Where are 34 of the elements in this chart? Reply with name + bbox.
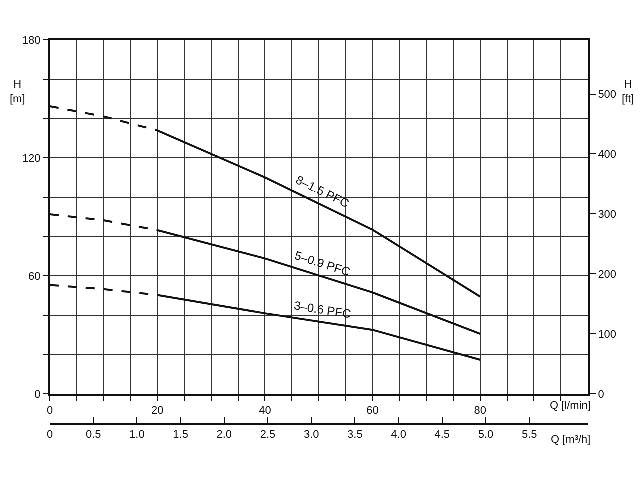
x2-axis-title: Q [m³/h] [551,434,591,446]
x2-tick-label: 5.0 [478,429,494,442]
x2-tick-label: 5.5 [522,429,538,442]
x2-tick-label: 4.0 [391,429,406,442]
x2-tick-label: 4.5 [434,429,450,442]
x2-tick-label: 3.5 [348,429,363,442]
text: 8–1.5 PFC [294,173,352,211]
y-tick-label: 60 [28,270,41,283]
x-tick-label: 40 [259,405,272,418]
text: 3–0.6 PFC [293,298,352,322]
y-tick-label: 180 [22,34,41,47]
y-tick-label: 120 [22,152,41,165]
x-tick-label: 60 [366,405,379,418]
y2-tick-label: 500 [598,89,617,102]
y2-axis-title: H [ft] [622,79,634,106]
y2-tick-label: 200 [598,268,617,281]
y2-tick-label: 300 [598,209,617,222]
y-axis-title: H [m] [10,79,26,106]
x-axis-title: Q [l/min] [550,400,591,412]
y2-tick-label: 0 [598,388,604,401]
x2-tick-label: 2.0 [216,429,232,442]
x2-tick-label: 1.5 [173,429,188,442]
text: 5–0.9 PFC [293,248,352,280]
x2-tick-label: 3.0 [304,429,320,442]
x2-tick-label: 2.5 [260,429,276,442]
x2-tick-label: 0.5 [86,429,102,442]
y-tick-label: 0 [34,388,41,401]
x-tick-label: 20 [151,405,164,418]
y2-tick-label: 100 [598,328,617,341]
x2-tick-label: 1.0 [130,429,145,442]
x2-tick-label: 0 [46,429,54,442]
x-tick-label: 0 [46,405,54,418]
x-tick-label: 80 [474,405,487,418]
y2-tick-label: 400 [598,149,617,162]
